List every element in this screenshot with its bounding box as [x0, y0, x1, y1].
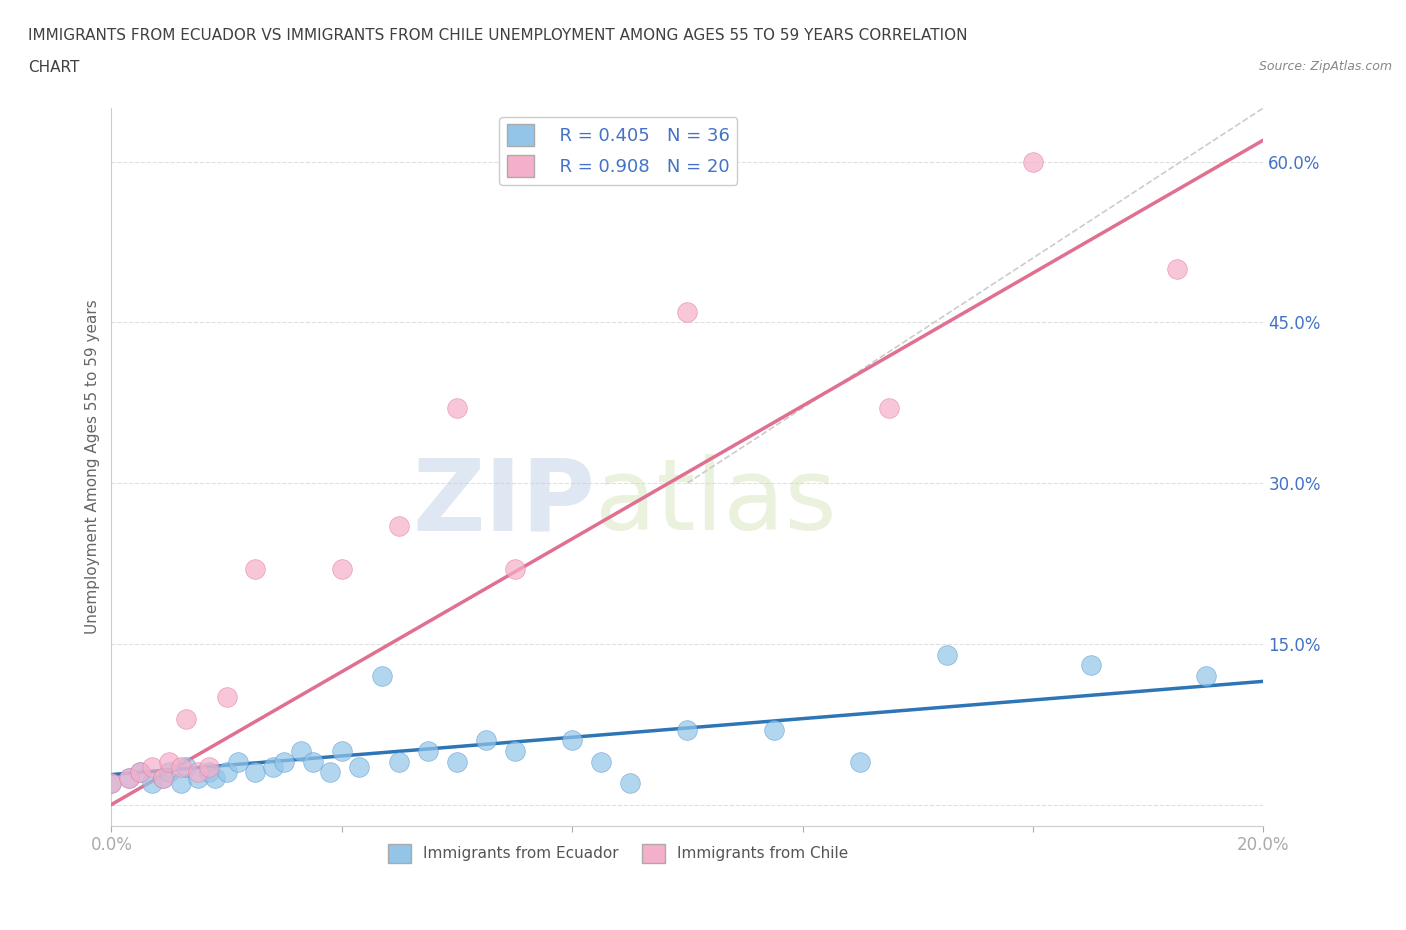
Point [245, 562, 267, 577]
Point [198, 760, 221, 775]
Point [935, 647, 957, 662]
Point [302, 754, 325, 769]
Point [169, 760, 191, 775]
Point [1080, 658, 1102, 672]
Y-axis label: Unemployment Among Ages 55 to 59 years: Unemployment Among Ages 55 to 59 years [86, 299, 100, 634]
Point [619, 776, 641, 790]
Point [290, 744, 312, 759]
Point [446, 401, 468, 416]
Point [347, 760, 370, 775]
Point [589, 754, 612, 769]
Point [141, 760, 163, 775]
Point [446, 754, 468, 769]
Point [676, 304, 699, 319]
Point [118, 770, 141, 785]
Point [204, 770, 226, 785]
Point [187, 770, 209, 785]
Text: Source: ZipAtlas.com: Source: ZipAtlas.com [1258, 60, 1392, 73]
Point [152, 770, 174, 785]
Legend: Immigrants from Ecuador, Immigrants from Chile: Immigrants from Ecuador, Immigrants from… [382, 838, 855, 869]
Point [129, 765, 152, 780]
Point [388, 519, 411, 534]
Point [319, 765, 342, 780]
Point [273, 754, 295, 769]
Point [215, 690, 238, 705]
Point [676, 722, 699, 737]
Point [226, 754, 249, 769]
Text: CHART: CHART [28, 60, 80, 75]
Point [100, 776, 122, 790]
Point [174, 760, 197, 775]
Point [157, 754, 180, 769]
Point [330, 562, 353, 577]
Point [1195, 669, 1218, 684]
Point [330, 744, 353, 759]
Point [561, 733, 583, 748]
Point [475, 733, 498, 748]
Point [762, 722, 785, 737]
Point [157, 765, 180, 780]
Point [129, 765, 152, 780]
Point [1166, 261, 1188, 276]
Point [245, 765, 267, 780]
Text: ZIP: ZIP [412, 455, 595, 551]
Point [141, 776, 163, 790]
Point [215, 765, 238, 780]
Point [174, 711, 197, 726]
Text: atlas: atlas [595, 455, 837, 551]
Point [503, 562, 526, 577]
Point [503, 744, 526, 759]
Point [849, 754, 872, 769]
Point [877, 401, 900, 416]
Point [262, 760, 284, 775]
Point [152, 770, 174, 785]
Point [118, 770, 141, 785]
Text: IMMIGRANTS FROM ECUADOR VS IMMIGRANTS FROM CHILE UNEMPLOYMENT AMONG AGES 55 TO 5: IMMIGRANTS FROM ECUADOR VS IMMIGRANTS FR… [28, 28, 967, 43]
Point [198, 765, 221, 780]
Point [1022, 154, 1045, 169]
Point [388, 754, 411, 769]
Point [169, 776, 191, 790]
Point [371, 669, 394, 684]
Point [418, 744, 440, 759]
Point [100, 776, 122, 790]
Point [187, 765, 209, 780]
